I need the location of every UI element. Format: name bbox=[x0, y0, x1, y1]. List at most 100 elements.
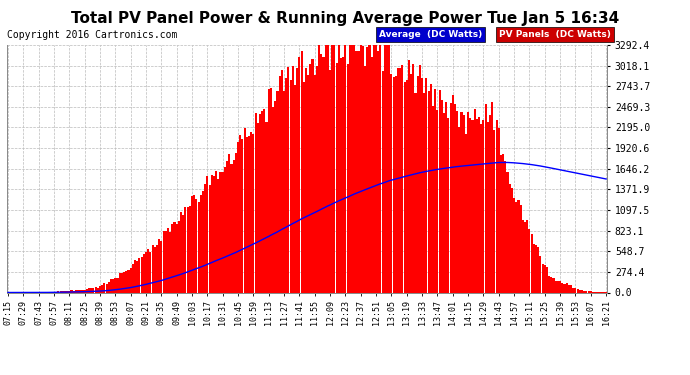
Bar bbox=[335, 63, 337, 292]
Bar bbox=[428, 91, 430, 292]
Bar bbox=[322, 57, 324, 292]
Bar bbox=[121, 273, 123, 292]
Bar bbox=[415, 93, 417, 292]
Bar bbox=[154, 247, 156, 292]
Bar bbox=[371, 57, 373, 292]
Bar bbox=[217, 179, 219, 292]
Bar bbox=[255, 113, 257, 292]
Bar bbox=[143, 254, 145, 292]
Bar bbox=[570, 285, 572, 292]
Bar bbox=[338, 39, 340, 292]
Bar bbox=[272, 107, 274, 292]
Bar bbox=[548, 276, 550, 292]
Bar bbox=[152, 245, 154, 292]
Bar bbox=[551, 277, 553, 292]
Bar bbox=[509, 184, 511, 292]
Bar bbox=[314, 75, 316, 292]
Bar bbox=[167, 228, 169, 292]
Bar bbox=[473, 110, 475, 292]
Bar bbox=[506, 172, 509, 292]
Bar bbox=[110, 279, 112, 292]
Bar bbox=[281, 70, 283, 292]
Bar bbox=[119, 273, 121, 292]
Bar bbox=[436, 110, 438, 292]
Bar bbox=[366, 47, 368, 292]
Bar bbox=[147, 249, 149, 292]
Bar bbox=[156, 245, 158, 292]
Bar bbox=[92, 288, 95, 292]
Bar bbox=[186, 207, 188, 292]
Bar bbox=[564, 284, 566, 292]
Bar bbox=[458, 127, 460, 292]
Bar bbox=[533, 244, 535, 292]
Bar bbox=[210, 175, 213, 292]
Bar bbox=[61, 291, 63, 292]
Bar bbox=[290, 80, 292, 292]
Bar bbox=[333, 38, 335, 292]
Bar bbox=[504, 161, 506, 292]
Bar bbox=[169, 232, 171, 292]
Bar bbox=[285, 78, 287, 292]
Bar bbox=[81, 290, 83, 292]
Bar bbox=[182, 214, 184, 292]
Bar bbox=[484, 104, 486, 292]
Bar bbox=[79, 290, 81, 292]
Bar bbox=[126, 272, 128, 292]
Bar bbox=[128, 270, 130, 292]
Bar bbox=[288, 67, 290, 292]
Bar bbox=[518, 201, 520, 292]
Bar bbox=[581, 290, 583, 292]
Bar bbox=[244, 128, 246, 292]
Bar bbox=[561, 283, 563, 292]
Bar bbox=[266, 122, 268, 292]
Bar bbox=[384, 43, 386, 292]
Bar bbox=[283, 91, 285, 292]
Bar bbox=[309, 64, 311, 292]
Bar bbox=[467, 111, 469, 292]
Bar bbox=[90, 288, 92, 292]
Bar bbox=[294, 85, 296, 292]
Bar bbox=[97, 288, 99, 292]
Bar bbox=[191, 196, 193, 292]
Bar bbox=[208, 185, 210, 292]
Text: Average  (DC Watts): Average (DC Watts) bbox=[379, 30, 482, 39]
Bar bbox=[277, 91, 279, 292]
Bar bbox=[241, 139, 244, 292]
Bar bbox=[476, 119, 478, 292]
Bar bbox=[592, 291, 594, 292]
Bar bbox=[386, 45, 388, 292]
Bar bbox=[86, 289, 88, 292]
Bar bbox=[355, 51, 357, 292]
Bar bbox=[239, 135, 241, 292]
Bar bbox=[104, 283, 106, 292]
Bar bbox=[130, 267, 132, 292]
Bar bbox=[318, 42, 320, 292]
Bar bbox=[553, 278, 555, 292]
Bar bbox=[197, 202, 199, 292]
Bar bbox=[449, 103, 451, 292]
Bar bbox=[486, 122, 489, 292]
Bar bbox=[469, 118, 471, 292]
Bar bbox=[489, 115, 491, 292]
Bar bbox=[443, 113, 445, 292]
Bar bbox=[257, 123, 259, 292]
Bar bbox=[465, 134, 467, 292]
Bar bbox=[228, 154, 230, 292]
Bar bbox=[364, 66, 366, 292]
Bar bbox=[101, 285, 104, 292]
Bar bbox=[77, 290, 79, 292]
Bar bbox=[412, 64, 415, 292]
Bar bbox=[404, 82, 406, 292]
Bar bbox=[59, 291, 61, 292]
Bar bbox=[408, 60, 410, 292]
Bar bbox=[515, 202, 518, 292]
Bar bbox=[324, 45, 326, 292]
Bar bbox=[423, 93, 425, 292]
Bar bbox=[305, 68, 307, 292]
Bar bbox=[250, 132, 253, 292]
Bar bbox=[359, 38, 362, 292]
Bar bbox=[189, 206, 191, 292]
Bar bbox=[426, 78, 428, 292]
Bar bbox=[535, 245, 537, 292]
Bar bbox=[237, 142, 239, 292]
